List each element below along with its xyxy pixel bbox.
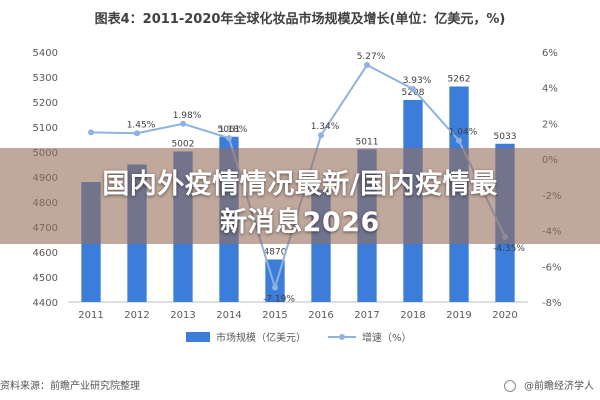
legend-bar-label: 市场规模（亿美元） [216, 331, 306, 344]
x-tick-label: 2020 [492, 310, 517, 321]
growth-point [272, 284, 278, 291]
growth-point [226, 135, 232, 142]
source-note: 资料来源：前瞻产业研究院整理 [0, 381, 140, 392]
growth-point [410, 85, 416, 92]
x-tick-label: 2012 [124, 310, 149, 321]
y-right-tick-label: 2% [542, 119, 558, 130]
y-left-tick-label: 4400 [33, 298, 58, 309]
growth-value-label: 1.98% [173, 111, 202, 121]
y-left-tick-label: 4500 [33, 273, 58, 284]
brand-logo-icon [504, 380, 516, 392]
chart-title: 图表4：2011-2020年全球化妆品市场规模及增长(单位：亿美元，%) [94, 12, 506, 27]
x-tick-label: 2016 [308, 310, 333, 321]
y-right-tick-label: 4% [542, 84, 558, 95]
x-tick-label: 2015 [262, 310, 287, 321]
bar-value-label: 5011 [356, 137, 379, 147]
banner-headline-line2: 新消息2026 [220, 207, 380, 238]
y-right-tick-label: -6% [542, 262, 561, 273]
growth-point [180, 120, 186, 127]
y-left-tick-label: 4600 [33, 248, 58, 259]
growth-value-label: 1.45% [127, 120, 156, 130]
x-tick-label: 2018 [400, 310, 425, 321]
y-right-tick-label: 6% [542, 48, 558, 59]
growth-value-label: -7.19% [263, 295, 295, 305]
x-tick-label: 2011 [78, 310, 103, 321]
growth-value-label: 5.27% [357, 52, 386, 62]
growth-point [456, 137, 462, 144]
bar-value-label: 5033 [494, 132, 517, 142]
x-tick-label: 2019 [446, 310, 471, 321]
bar-value-label: 5061 [218, 125, 241, 135]
y-left-tick-label: 5100 [33, 123, 58, 134]
growth-value-label: 1.34% [311, 122, 340, 132]
legend-bar-swatch [186, 332, 210, 342]
bar-value-label: 5002 [172, 140, 195, 150]
x-tick-label: 2013 [170, 310, 195, 321]
bar-value-label: 5208 [402, 88, 425, 98]
growth-point [318, 132, 324, 139]
y-right-tick-label: -8% [542, 298, 561, 309]
bar-value-label: 4870 [264, 248, 287, 258]
y-left-tick-label: 5400 [33, 48, 58, 59]
brand-credit: @前瞻经济学人 [524, 381, 594, 392]
y-left-tick-label: 5300 [33, 73, 58, 84]
growth-point [134, 130, 140, 137]
y-left-tick-label: 5200 [33, 98, 58, 109]
growth-value-label: 1.04% [449, 128, 478, 138]
x-tick-label: 2014 [216, 310, 241, 321]
x-tick-label: 2017 [354, 310, 379, 321]
growth-point [88, 129, 94, 136]
growth-point [364, 62, 370, 69]
banner-overlay [0, 148, 600, 244]
growth-value-label: 1.18% [219, 125, 248, 135]
legend-line-marker [339, 334, 345, 340]
legend-line-label: 增速（%） [362, 331, 412, 344]
growth-value-label: -4.35% [493, 244, 525, 254]
banner-headline-line1: 国内外疫情情况最新/国内疫情最 [102, 169, 498, 200]
growth-value-label: 3.93% [403, 76, 432, 86]
bar-value-label: 5262 [448, 75, 471, 85]
